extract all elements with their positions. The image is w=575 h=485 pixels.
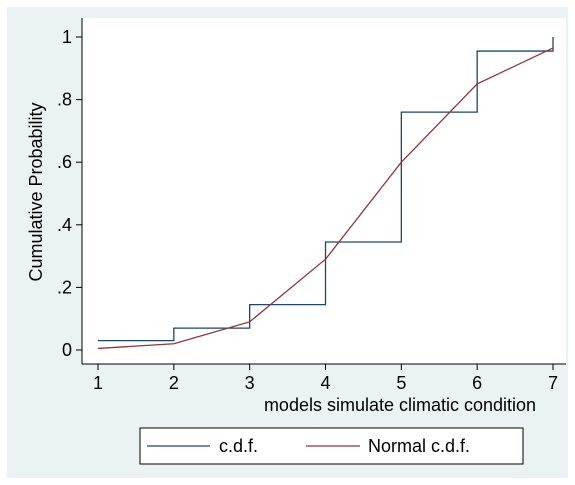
series-layer <box>97 37 554 350</box>
legend: c.d.f. Normal c.d.f. <box>139 427 524 465</box>
series-line-cdf <box>98 37 554 342</box>
legend-label-cdf: c.d.f. <box>219 436 258 456</box>
x-tick-label: 1 <box>93 373 103 393</box>
y-ticks: 0 .2 .4 .6 .8 1 <box>57 27 82 360</box>
x-tick-label: 5 <box>396 373 406 393</box>
y-tick-label: .8 <box>57 90 72 110</box>
x-axis-label: models simulate climatic condition <box>264 395 536 415</box>
y-tick-label: .6 <box>57 152 72 172</box>
x-tick-label: 2 <box>169 373 179 393</box>
y-tick-label: .2 <box>57 277 72 297</box>
y-axis-label: Cumulative Probability <box>26 102 46 281</box>
x-ticks: 1 2 3 4 5 6 7 <box>93 364 558 393</box>
legend-label-normal-cdf: Normal c.d.f. <box>368 436 470 456</box>
plot-area <box>82 18 566 364</box>
x-tick-label: 6 <box>472 373 482 393</box>
x-tick-label: 7 <box>548 373 558 393</box>
series-line-normal-cdf <box>97 47 554 350</box>
x-tick-label: 3 <box>245 373 255 393</box>
y-tick-label: .4 <box>57 215 72 235</box>
y-tick-label: 1 <box>62 27 72 47</box>
x-tick-label: 4 <box>320 373 330 393</box>
y-tick-label: 0 <box>62 340 72 360</box>
